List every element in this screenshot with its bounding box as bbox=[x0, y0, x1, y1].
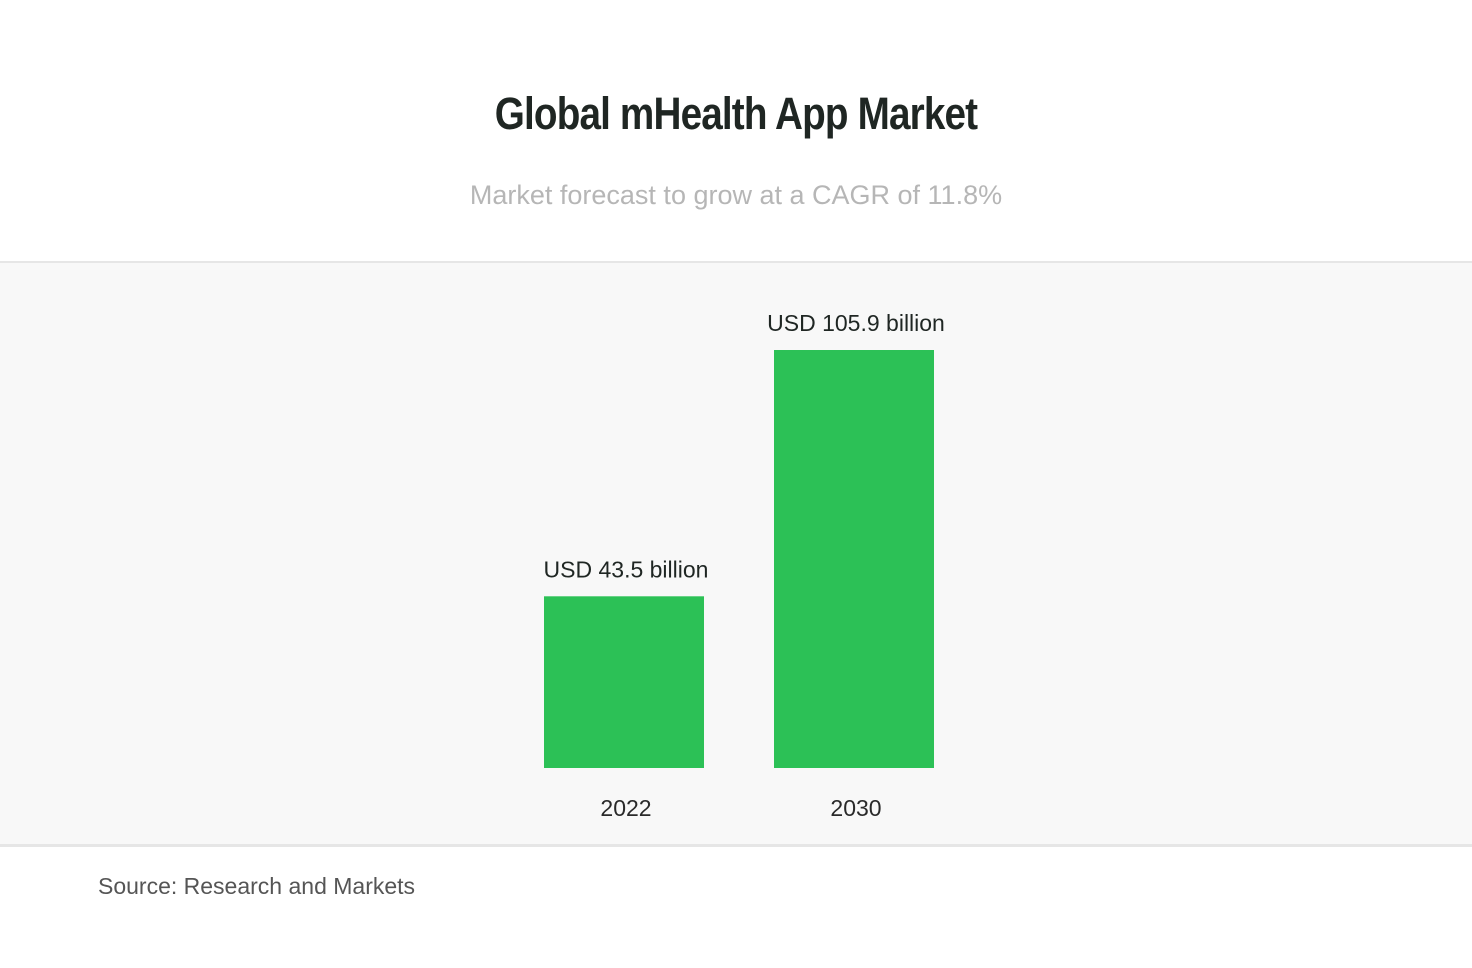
plot-area: USD 43.5 billion 2022 USD 105.9 billion 203… bbox=[0, 261, 1472, 847]
x-tick-label-2022: 2022 bbox=[600, 795, 651, 821]
chart-subtitle: Market forecast to grow at a CAGR of 11.… bbox=[469, 180, 1003, 210]
chart-title: Global mHealth App Market bbox=[494, 88, 978, 139]
data-label-2030: USD 105.9 billion bbox=[767, 310, 945, 336]
bar-2030 bbox=[774, 350, 934, 768]
chart-header: Global mHealth App Market Market forecas… bbox=[0, 0, 1472, 261]
bar-chart: USD 43.5 billion 2022 USD 105.9 billion 203… bbox=[544, 310, 945, 821]
data-label-2022: USD 43.5 billion bbox=[544, 556, 709, 582]
source-note: Source: Research and Markets bbox=[98, 873, 416, 899]
bar-2022 bbox=[544, 596, 704, 768]
x-tick-label-2030: 2030 bbox=[830, 795, 881, 821]
